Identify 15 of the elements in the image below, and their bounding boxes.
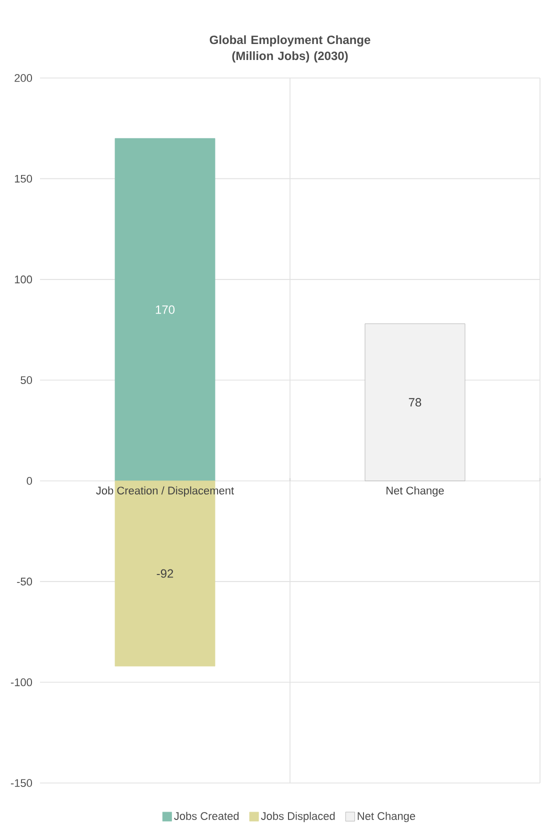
y-tick-label: -150: [10, 779, 32, 787]
y-tick-label: 0: [26, 476, 32, 485]
y-tick-label: 100: [14, 276, 32, 284]
legend-label: Net Change: [358, 812, 416, 822]
chart-title: Global Employment Change (Million Jobs) (2030): [210, 35, 370, 62]
data-label: 78: [408, 398, 422, 407]
data-label: 170: [156, 305, 175, 314]
data-label: -92: [156, 569, 174, 578]
y-tick-label: 200: [14, 74, 32, 82]
y-tick-label: -100: [10, 678, 32, 686]
legend-label: Jobs Created: [174, 812, 239, 820]
y-tick-label: 50: [20, 376, 32, 384]
legend-label: Jobs Displaced: [260, 812, 335, 822]
y-tick-label: 150: [14, 174, 32, 183]
y-tick-label: -50: [17, 578, 32, 586]
